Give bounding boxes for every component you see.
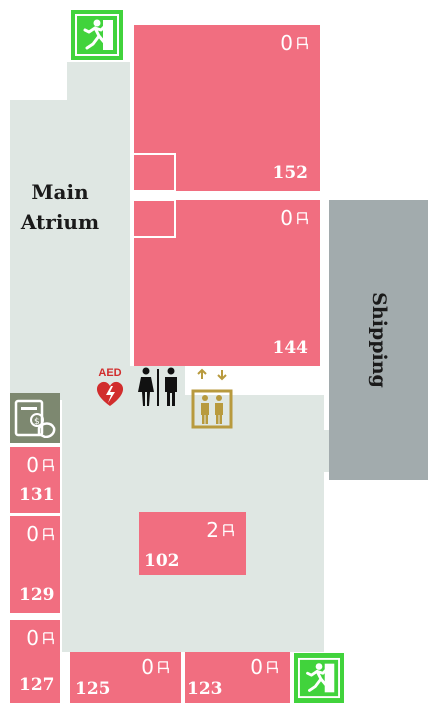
room-127-number: 127	[19, 675, 55, 695]
main-atrium-label: Main Atrium	[14, 177, 106, 237]
room-102-availability: 2	[206, 518, 236, 542]
shipping-label: Shipping	[367, 292, 390, 388]
room-131-availability: 0	[26, 453, 56, 477]
main-atrium-label-line1: Main	[31, 180, 89, 204]
emergency-exit-bottom[interactable]	[294, 653, 344, 703]
corridor-north	[67, 62, 130, 102]
elevator-icon	[191, 368, 233, 429]
room-144-availability: 0	[280, 206, 310, 230]
atm-marker[interactable]: $	[10, 393, 60, 443]
room-123-number: 123	[187, 679, 223, 699]
elevator-marker[interactable]	[191, 366, 233, 430]
main-atrium-label-line2: Atrium	[20, 210, 100, 234]
emergency-exit-icon	[75, 14, 119, 56]
room-129-number: 129	[19, 585, 55, 605]
aed-icon	[96, 381, 124, 406]
room-152-number: 152	[272, 163, 309, 183]
seat-icon	[223, 523, 234, 536]
corridor-main-atrium	[10, 100, 130, 400]
seat-icon	[158, 660, 169, 673]
closet-b-outline	[132, 199, 176, 238]
emergency-exit-icon	[298, 657, 340, 699]
room-129[interactable]: 0 129	[10, 516, 60, 613]
corridor-south	[62, 648, 324, 652]
room-102[interactable]: 2 102	[139, 512, 246, 575]
aed-label: AED	[98, 367, 122, 379]
room-102-number: 102	[144, 551, 180, 571]
shipping-area[interactable]: Shipping	[329, 200, 428, 480]
room-123-availability: 0	[250, 655, 280, 679]
room-125-number: 125	[75, 679, 111, 699]
restroom-marker[interactable]	[136, 366, 180, 408]
seat-icon	[297, 36, 308, 49]
seat-icon	[43, 527, 54, 540]
corridor-east-link	[185, 430, 330, 472]
aed-marker[interactable]: AED	[90, 366, 130, 408]
seat-icon	[43, 631, 54, 644]
room-127-availability: 0	[26, 626, 56, 650]
closet-a	[132, 153, 176, 192]
seat-icon	[297, 211, 308, 224]
restroom-icon	[138, 367, 177, 406]
seat-icon	[267, 660, 278, 673]
svg-text:$: $	[34, 417, 40, 427]
room-131[interactable]: 0 131	[10, 447, 60, 513]
room-144-number: 144	[272, 338, 309, 358]
room-131-number: 131	[19, 485, 55, 505]
seat-icon	[43, 458, 54, 471]
emergency-exit-top[interactable]	[71, 10, 123, 60]
room-125[interactable]: 0 125	[70, 652, 181, 703]
atm-icon: $	[14, 399, 56, 438]
room-129-availability: 0	[26, 522, 56, 546]
room-152-availability: 0	[280, 31, 310, 55]
room-125-availability: 0	[141, 655, 171, 679]
room-123[interactable]: 0 123	[185, 652, 290, 703]
room-127[interactable]: 0 127	[10, 620, 60, 703]
